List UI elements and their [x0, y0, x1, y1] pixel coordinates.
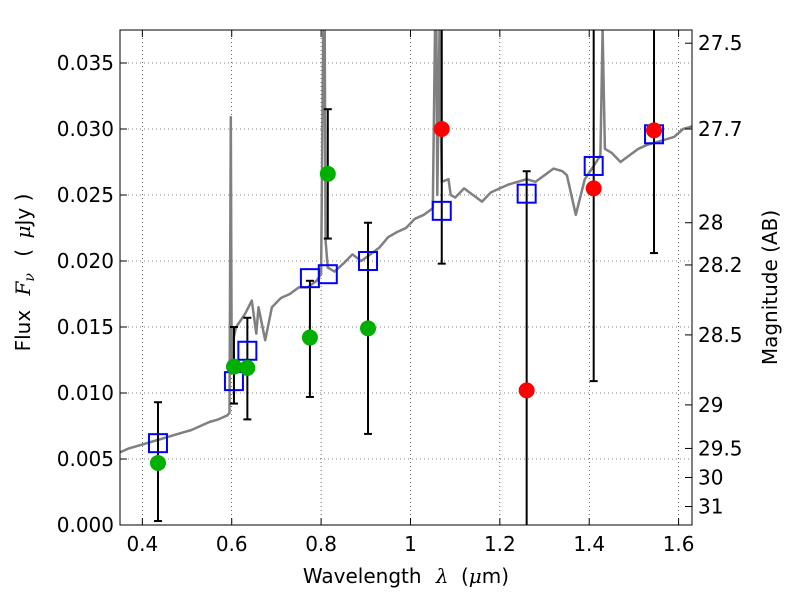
- y-tick-label: 0.000: [57, 513, 114, 537]
- x-tick-label: 1.4: [573, 532, 605, 556]
- right-tick-label: 27.5: [698, 31, 743, 55]
- y-axis-title: Flux Fν ( μJy ): [11, 194, 39, 352]
- detection-point: [319, 165, 336, 182]
- y-tick-label: 0.005: [57, 447, 114, 471]
- detection-point: [301, 329, 318, 346]
- model-box-marker: [516, 183, 537, 204]
- detection-point: [239, 359, 256, 376]
- x-tick-label: 0.4: [126, 532, 158, 556]
- photometry-points: [149, 121, 663, 471]
- y-tick-label: 0.010: [57, 381, 114, 405]
- x-axis-title: Wavelength λ (μm): [303, 564, 509, 588]
- right-tick-label: 28: [698, 211, 723, 235]
- model-box-marker: [237, 340, 258, 361]
- y-axis-subscript: ν: [22, 273, 38, 282]
- x-axis-unit-open: (: [461, 564, 469, 588]
- detection-point: [149, 454, 166, 471]
- x-axis-label: Wavelength: [303, 564, 422, 588]
- x-tick-label: 0.8: [305, 532, 337, 556]
- model-box-marker: [147, 433, 168, 454]
- x-axis-symbol: λ: [435, 564, 449, 588]
- x-axis-unit-rest: m): [482, 564, 509, 588]
- upper-limit-point: [585, 180, 602, 197]
- right-tick-label: 29.5: [698, 436, 743, 460]
- plot-frame: [119, 29, 693, 526]
- y-axis-symbol: F: [11, 280, 35, 296]
- y-tick-label: 0.025: [57, 183, 114, 207]
- upper-limit-point: [646, 122, 663, 139]
- y-tick-label: 0.020: [57, 249, 114, 273]
- detection-point: [360, 320, 377, 337]
- y-tick-label: 0.035: [57, 51, 114, 75]
- grid-lines: [120, 30, 692, 525]
- model-box-marker: [358, 251, 379, 271]
- upper-limit-point: [433, 121, 450, 137]
- model-box-marker: [583, 155, 604, 176]
- model-box-marker: [431, 200, 452, 221]
- y-tick-label: 0.030: [57, 117, 114, 141]
- right-tick-label: 31: [698, 495, 723, 519]
- axis-ticks: 0.4 0.6 0.8 1 1.2 1.4 1.6 0.000 0.005 0.010 0.015 0…: [57, 30, 743, 556]
- model-box-series: [147, 124, 665, 454]
- x-tick-label: 1.6: [663, 532, 695, 556]
- right-tick-label: 29: [698, 393, 723, 417]
- right-tick-label: 27.7: [698, 117, 743, 141]
- spectrum-line: [120, 30, 692, 454]
- right-tick-label: 28.2: [698, 253, 743, 277]
- x-axis-unit-mu: μ: [469, 564, 482, 588]
- x-tick-label: 1: [404, 532, 417, 556]
- x-tick-label: 0.6: [216, 532, 248, 556]
- spectrum-series: [120, 30, 692, 454]
- model-box-marker: [317, 264, 338, 285]
- right-tick-label: 30: [698, 465, 723, 489]
- upper-limit-point: [518, 382, 535, 399]
- y-tick-label: 0.015: [57, 315, 114, 339]
- right-axis-title: Magnitude (AB): [758, 210, 782, 365]
- detection-point: [225, 358, 242, 375]
- y-axis-unit-rest: Jy ): [11, 194, 35, 228]
- y-axis-unit-mu: μ: [11, 226, 35, 239]
- y-axis-unit-open: (: [11, 249, 35, 257]
- x-tick-label: 1.2: [484, 532, 516, 556]
- right-tick-label: 28.5: [698, 323, 743, 347]
- y-axis-label: Flux: [11, 310, 35, 352]
